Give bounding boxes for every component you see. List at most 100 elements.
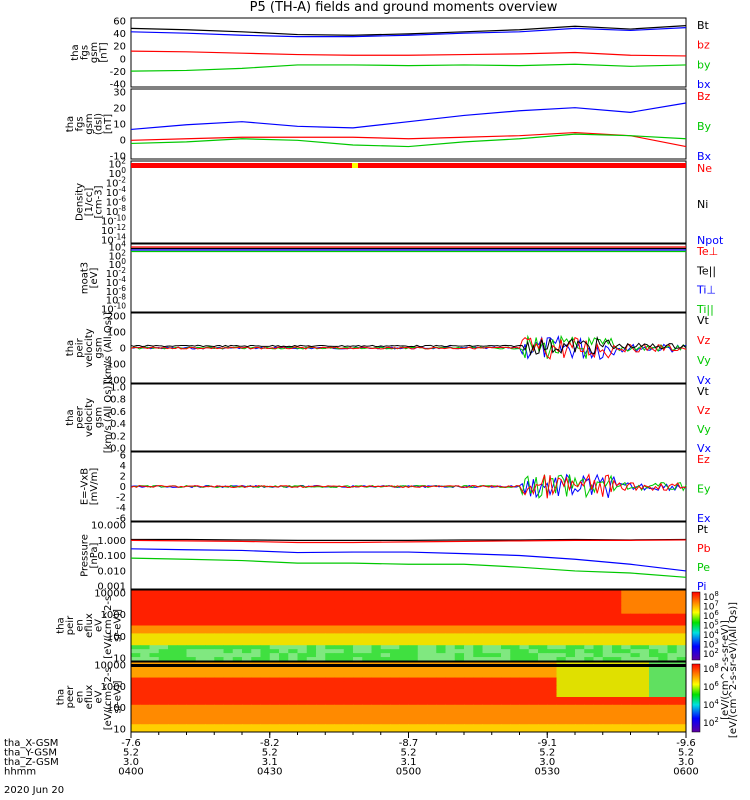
spectrogram-cell	[334, 625, 345, 630]
spectrogram-cell	[334, 720, 345, 725]
spectrogram-cell	[427, 629, 437, 634]
spectrogram-cell	[242, 724, 252, 729]
spectrogram-cell	[427, 593, 437, 599]
spectrogram-cell	[223, 681, 234, 686]
spectrogram-cell	[473, 685, 483, 690]
spectrogram-cell	[519, 593, 530, 599]
spectrogram-cell	[538, 641, 548, 646]
spectrogram-cell	[131, 712, 141, 717]
spectrogram-cell	[195, 673, 206, 679]
spectrogram-cell	[306, 681, 317, 686]
spectrogram-cell	[232, 590, 243, 595]
spectrogram-cell	[297, 689, 308, 694]
spectrogram-cell	[306, 716, 317, 721]
spectrogram-cell	[658, 617, 668, 623]
spectrogram-cell	[279, 593, 289, 599]
spectrogram-cell	[297, 708, 308, 714]
spectrogram-cell	[519, 677, 530, 682]
spectrogram-cell	[575, 720, 585, 725]
spectrogram-cell	[501, 716, 511, 721]
spectrogram-cell	[186, 728, 197, 733]
spectrogram-cell	[343, 689, 354, 694]
spectrogram-cell	[417, 617, 428, 623]
spectrogram-cell	[510, 609, 520, 615]
spectrogram-cell	[353, 657, 363, 662]
spectrogram-cell	[158, 637, 169, 642]
spectrogram-cell	[158, 708, 169, 714]
y-tick-label: -40	[110, 80, 126, 91]
spectrogram-cell	[205, 673, 215, 679]
spectrogram-cell	[436, 601, 446, 607]
spectrogram-cell	[334, 728, 345, 733]
spectrogram-cell	[297, 720, 308, 725]
spectrogram-cell	[288, 728, 298, 733]
spectrogram-cell	[325, 645, 335, 650]
spectrogram-cell	[214, 613, 224, 619]
spectrogram-cell	[454, 728, 465, 733]
spectrogram-cell	[334, 724, 345, 729]
spectrogram-cell	[260, 641, 271, 646]
spectrogram-cell	[177, 605, 187, 611]
spectrogram-cell	[621, 653, 631, 658]
spectrogram-cell	[362, 645, 372, 650]
y-tick-label: 10000	[94, 661, 126, 672]
spectrogram-cell	[279, 645, 289, 650]
spectrogram-cell	[676, 700, 687, 706]
spectrogram-cell	[140, 689, 150, 694]
spectrogram-cell	[658, 633, 668, 638]
spectrogram-cell	[214, 597, 224, 603]
spectrogram-cell	[316, 728, 326, 733]
spectrogram-cell	[464, 625, 474, 630]
spectrogram-cell	[556, 590, 567, 595]
spectrogram-cell	[149, 665, 160, 671]
spectrogram-cell	[362, 704, 372, 710]
spectrogram-cell	[186, 597, 197, 603]
legend-label: Vz	[697, 334, 711, 347]
spectrogram-cell	[371, 665, 382, 671]
spectrogram-cell	[371, 609, 382, 615]
spectrogram-cell	[417, 673, 428, 679]
spectrogram-cell	[168, 665, 178, 671]
spectrogram-cell	[584, 605, 594, 611]
spectrogram-cell	[436, 669, 446, 675]
spectrogram-cell	[149, 605, 160, 611]
spectrogram-cell	[519, 590, 530, 595]
spectrogram-cell	[131, 617, 141, 623]
spectrogram-cell	[288, 621, 298, 626]
spectrogram-cell	[149, 649, 160, 654]
spectrogram-cell	[427, 697, 437, 702]
spectrogram-cell	[649, 677, 659, 682]
colorbar-tick-label: 105	[703, 619, 719, 632]
spectrogram-cell	[584, 677, 594, 682]
spectrogram-cell	[501, 625, 511, 630]
spectrogram-cell	[177, 693, 187, 698]
spectrogram-cell	[538, 700, 548, 706]
spectrogram-cell	[205, 629, 215, 634]
spectrogram-cell	[399, 708, 409, 714]
y-axis-label: [1/cc]	[84, 188, 95, 217]
spectrogram-cell	[260, 657, 271, 662]
spectrogram-cell	[334, 637, 345, 642]
spectrogram-cell	[343, 633, 354, 638]
spectrogram-cell	[565, 645, 576, 650]
spectrogram-cell	[353, 645, 363, 650]
spectrogram-cell	[214, 625, 224, 630]
spectrogram-cell	[260, 728, 271, 733]
spectrogram-cell	[316, 601, 326, 607]
spectrogram-cell	[131, 653, 141, 658]
spectrogram-cell	[297, 685, 308, 690]
spectrogram-cell	[195, 720, 206, 725]
spectrogram-cell	[676, 649, 687, 654]
spectrogram-cell	[362, 633, 372, 638]
spectrogram-cell	[242, 590, 252, 595]
spectrogram-cell	[602, 590, 613, 595]
spectrogram-cell	[417, 641, 428, 646]
spectrogram-cell	[676, 720, 687, 725]
spectrogram-cell	[510, 653, 520, 658]
spectrogram-cell	[232, 700, 243, 706]
spectrogram-cell	[177, 700, 187, 706]
spectrogram-cell	[667, 665, 678, 671]
spectrogram-cell	[565, 649, 576, 654]
spectrogram-cell	[251, 665, 261, 671]
spectrogram-cell	[168, 637, 178, 642]
